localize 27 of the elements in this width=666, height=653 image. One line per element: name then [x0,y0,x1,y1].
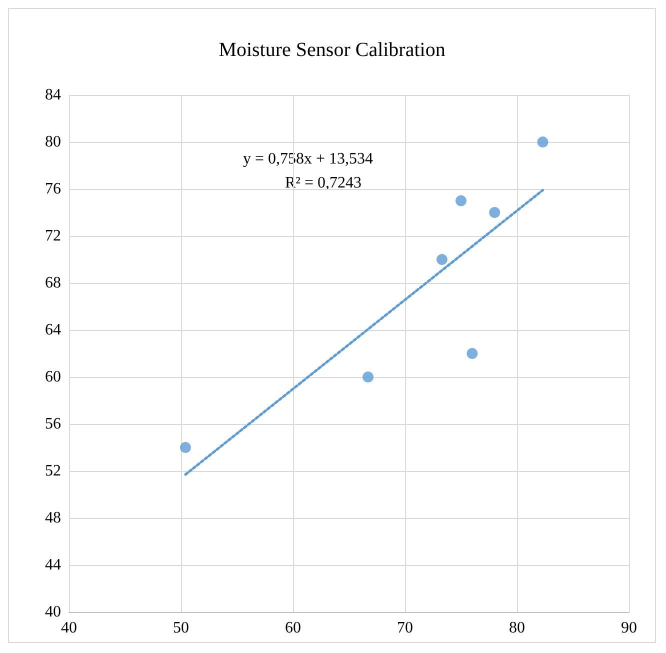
point [436,254,448,265]
y-tick-label: 80 [45,134,61,150]
point [180,442,191,453]
y-tick-label: 76 [45,180,61,198]
y-tick-label: 56 [45,416,61,432]
y-tick-label: 48 [45,510,61,526]
y-tick-label: 52 [45,462,61,480]
x-tick-label: 80 [509,620,525,636]
x-tick-label: 90 [621,620,637,636]
point [466,348,478,359]
x-tick-label: 60 [285,620,301,636]
y-tick-label: 84 [45,86,61,104]
x-tick-label: 40 [61,620,77,636]
y-tick-label: 60 [45,368,61,386]
y-tick-label: 44 [45,556,61,574]
x-tick-label: 50 [173,620,189,636]
y-tick-label: 40 [45,604,61,620]
y-tick-label: 72 [45,228,61,244]
point [537,136,548,148]
x-tick-label: 70 [397,620,413,636]
point [362,372,374,382]
annotation: y = 0,758x + 13,534 [243,150,374,168]
point [489,207,500,218]
y-tick-label: 68 [45,274,61,292]
chart-title: Moisture Sensor Calibration [218,39,446,61]
y-tick-label: 64 [45,322,61,338]
point [456,195,466,206]
